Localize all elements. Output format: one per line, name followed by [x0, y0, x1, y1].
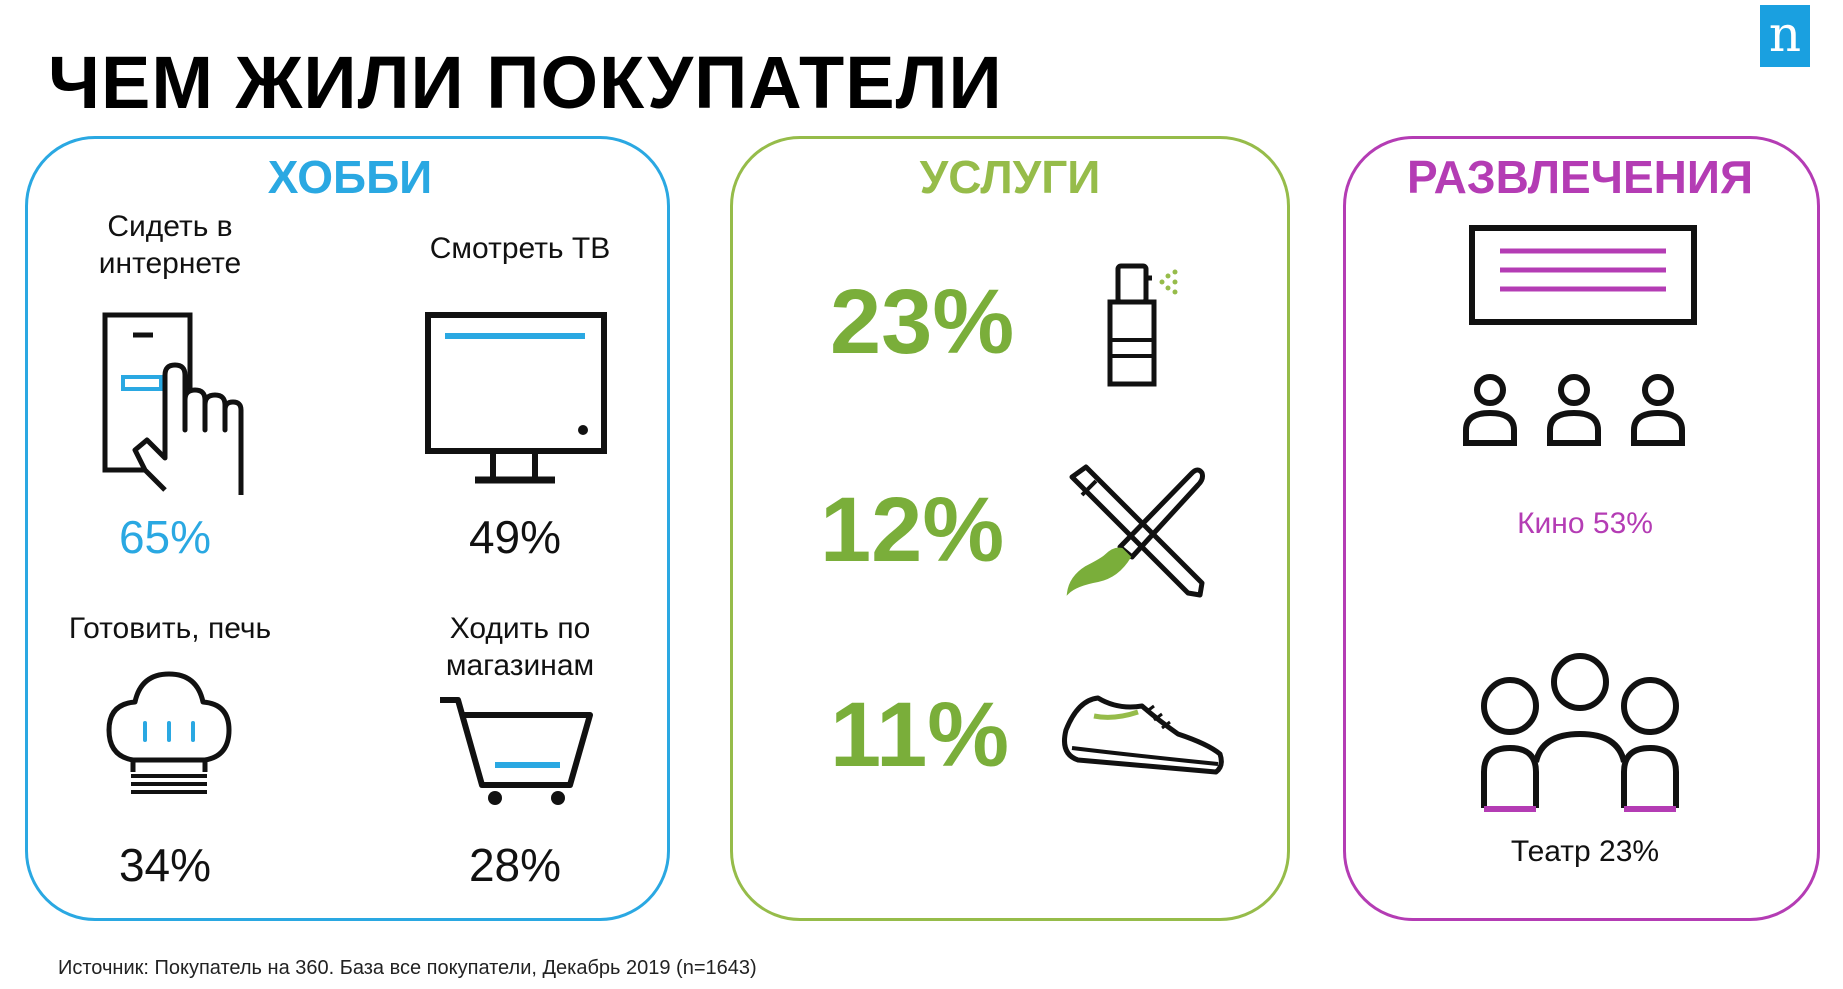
- entertainment-title: РАЗВЛЕЧЕНИЯ: [1406, 151, 1754, 203]
- cinema-label: Кино 53%: [1517, 507, 1653, 540]
- hobby-title: ХОББИ: [267, 151, 433, 203]
- hobby-tv-label: Смотреть ТВ: [429, 232, 611, 265]
- theatre-label: Театр 23%: [1510, 835, 1660, 868]
- hobby-internet-label: Сидеть в интернете: [98, 210, 242, 280]
- pen-brush-icon: [1066, 464, 1205, 598]
- source-note: Источник: Покупатель на 360. База все по…: [58, 957, 757, 979]
- hobby-cooking-label: Готовить, печь: [68, 612, 272, 645]
- nielsen-logo: n: [1760, 5, 1810, 67]
- hobby-cooking-percent: 34%: [118, 839, 212, 891]
- tv-icon: [425, 312, 607, 484]
- services-sport-percent: 11%: [830, 684, 1010, 786]
- page-title: ЧЕМ ЖИЛИ ПОКУПАТЕЛИ: [48, 41, 1003, 124]
- hobby-panel: [25, 136, 670, 921]
- hobby-internet-percent: 65%: [118, 511, 212, 563]
- shopping-cart-icon: [440, 697, 593, 805]
- phone-tap-icon: [102, 312, 244, 495]
- hobby-tv-percent: 49%: [468, 511, 562, 563]
- sneaker-icon: [1062, 695, 1224, 775]
- services-panel: [730, 136, 1290, 921]
- theatre-audience-icon: [1481, 653, 1679, 812]
- services-hobby-percent: 12%: [820, 479, 1005, 581]
- services-beauty-percent: 23%: [830, 271, 1015, 373]
- cinema-icon: [1463, 225, 1697, 446]
- entertainment-panel: [1343, 136, 1820, 921]
- services-title: УСЛУГИ: [919, 151, 1101, 203]
- spray-bottle-icon: [1107, 263, 1178, 387]
- hobby-shopping-label: Ходить по магазинам: [445, 612, 595, 682]
- chef-hat-icon: [106, 671, 232, 794]
- hobby-shopping-percent: 28%: [468, 839, 562, 891]
